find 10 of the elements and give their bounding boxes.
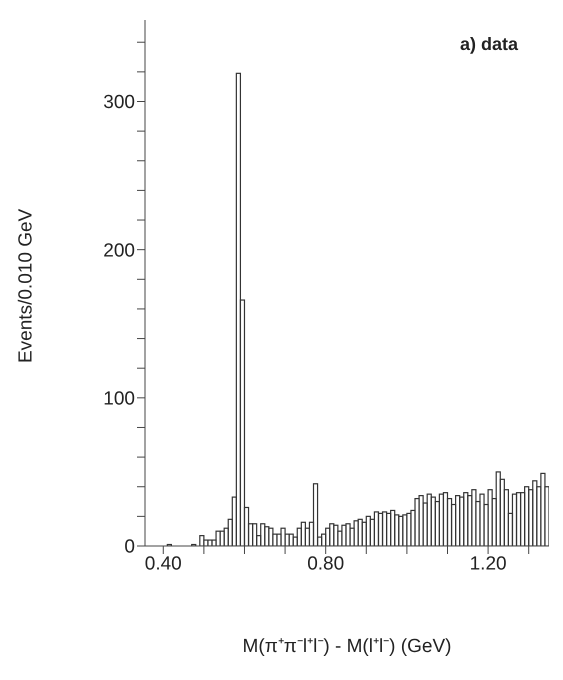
y-tick-label: 200	[103, 240, 135, 262]
x-tick-label: 1.20	[470, 553, 507, 574]
text: a) data	[460, 34, 519, 54]
y-tick-label: 0	[124, 536, 135, 558]
x-axis-title: M(π⁺π⁻l⁺l⁻) - M(l⁺l⁻) (GeV)	[242, 636, 452, 657]
x-tick-label: 0.40	[144, 553, 182, 574]
x-tick-label: 0.80	[307, 553, 344, 574]
y-tick-label: 300	[103, 92, 135, 114]
y-axis-title: Events/0.010 GeV	[16, 208, 37, 363]
y-tick-label: 100	[103, 388, 135, 410]
